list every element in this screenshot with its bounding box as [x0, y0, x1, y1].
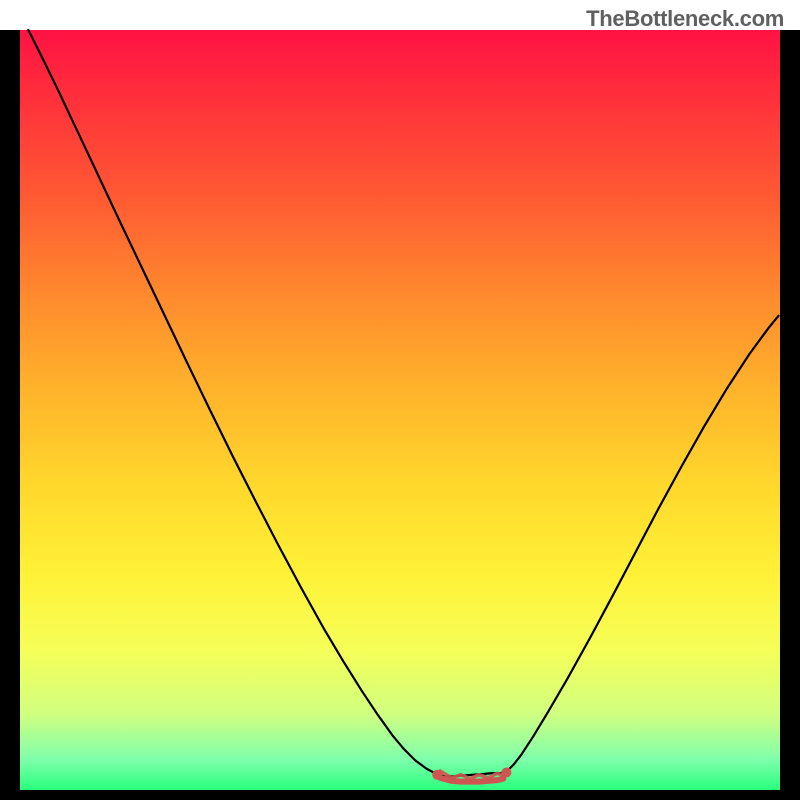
chart-svg [0, 0, 800, 800]
bottleneck-curve-chart [0, 0, 800, 800]
marker-dot-left [432, 770, 442, 780]
marker-dot-right [501, 768, 511, 778]
